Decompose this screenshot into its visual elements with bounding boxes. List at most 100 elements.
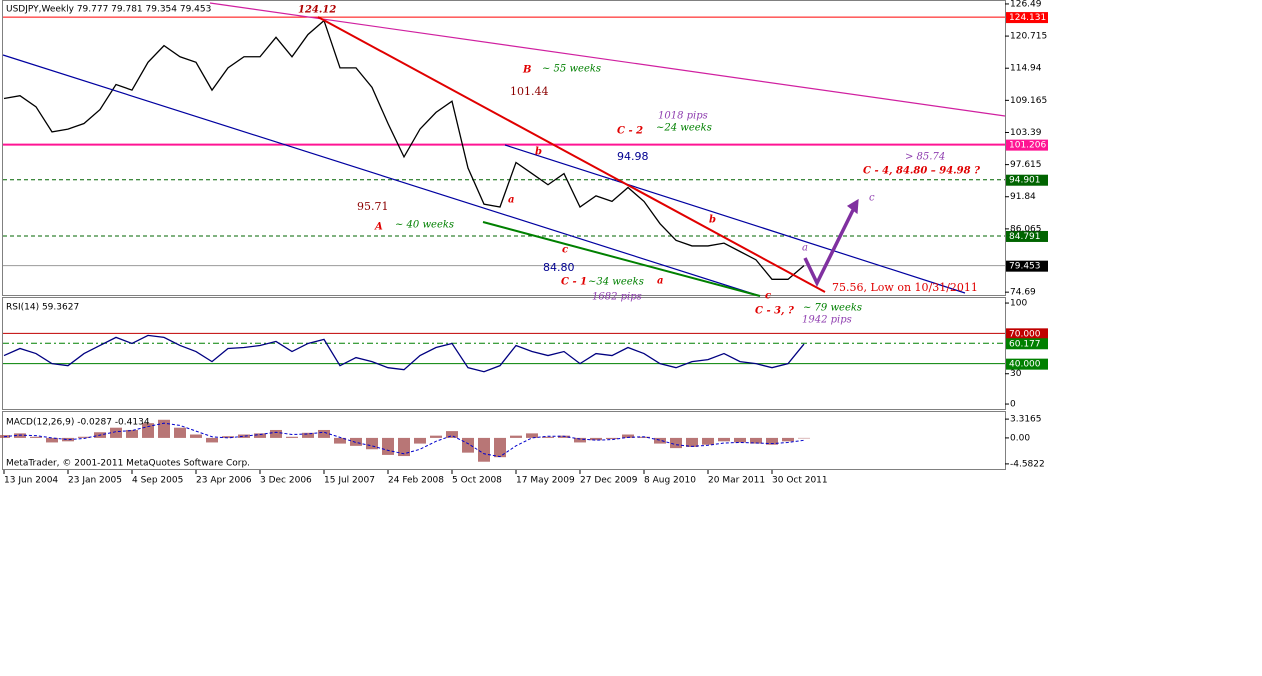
- annotation: 95.71: [357, 200, 389, 213]
- x-tick-label: 20 Mar 2011: [708, 476, 765, 486]
- level-label-box: [1006, 328, 1048, 340]
- annotation: c: [562, 245, 568, 256]
- projection-arrow: [803, 205, 857, 287]
- histogram-bar: [686, 437, 698, 447]
- level-label: 94.901: [1009, 176, 1041, 186]
- annotation: C - 2: [617, 126, 643, 137]
- annotation: b: [535, 147, 542, 158]
- rsi-title: RSI(14) 59.3627: [6, 303, 79, 313]
- histogram-bar: [574, 437, 586, 443]
- annotation: c: [765, 291, 771, 302]
- y-tick-label: 86.065: [1010, 224, 1042, 234]
- y-tick-label: 100: [1010, 299, 1027, 309]
- y-tick-label: 126.49: [1010, 0, 1042, 9]
- histogram-bar: [222, 436, 234, 438]
- histogram-bar: [462, 437, 474, 453]
- macd-frame: [2, 411, 1006, 470]
- histogram-bar: [766, 437, 778, 445]
- histogram-bar: [14, 433, 26, 438]
- histogram-bar: [270, 429, 282, 438]
- annotation: 1018 pips: [658, 111, 708, 122]
- rsi-frame: [2, 297, 1006, 410]
- y-tick-label: 0.00: [1010, 433, 1030, 443]
- annotation: 124.12: [298, 5, 336, 16]
- annotation: a: [657, 276, 663, 287]
- price-line: [3, 19, 805, 280]
- annotation: B: [522, 65, 531, 76]
- level-label: 79.453: [1009, 262, 1041, 272]
- histogram-bar: [30, 436, 42, 438]
- y-tick-label: 97.615: [1010, 160, 1042, 170]
- histogram-bar: [782, 437, 794, 442]
- histogram-bar: [446, 431, 458, 438]
- trend-line: [317, 16, 826, 293]
- annotation: C - 3, ?: [755, 306, 794, 317]
- annotation: a: [508, 195, 514, 206]
- annotation: ~24 weeks: [656, 123, 712, 134]
- annotation: 1682 pips: [592, 292, 642, 303]
- annotation: 1942 pips: [802, 315, 852, 326]
- copyright: MetaTrader, © 2001-2011 MetaQuotes Softw…: [6, 459, 250, 469]
- histogram-bar: [126, 429, 138, 438]
- histogram-bar: [718, 437, 730, 442]
- y-tick-label: 3.3165: [1010, 415, 1042, 425]
- annotation: 75.56, Low on 10/31/2011: [832, 281, 978, 294]
- annotation: a: [802, 243, 808, 254]
- level-label-box: [1006, 230, 1048, 242]
- histogram-bar: [670, 437, 682, 449]
- price-layer: 124.131 101.206 94.901 84.791 79.453 70.00060…: [0, 12, 1048, 462]
- annotation: 94.98: [617, 150, 649, 163]
- level-label: 60.177: [1009, 339, 1041, 349]
- x-tick-label: 17 May 2009: [516, 476, 575, 486]
- histogram-bar: [254, 433, 266, 438]
- annotation: ~ 79 weeks: [803, 303, 862, 314]
- signal-line: [3, 422, 805, 458]
- frames: [2, 0, 1006, 470]
- histogram-bar: [110, 427, 122, 438]
- histogram-bar: [206, 437, 218, 443]
- x-tick-label: 27 Dec 2009: [580, 476, 638, 486]
- annotation: ~34 weeks: [588, 277, 644, 288]
- annotation: 84.80: [543, 261, 575, 274]
- annotation: A: [374, 222, 383, 233]
- histogram-bar: [318, 429, 330, 438]
- arrow-head: [846, 198, 859, 215]
- y-tick-label: -4.5822: [1010, 459, 1045, 469]
- annotation: 101.44: [510, 85, 549, 98]
- level-label: 70.000: [1009, 329, 1041, 339]
- histogram-bar: [638, 436, 650, 438]
- annotations: 124.12 B ~ 55 weeks 101.44 1018 pips ~24…: [298, 5, 980, 326]
- y-tick-label: 74.69: [1010, 288, 1036, 298]
- y-tick-label: 103.39: [1010, 128, 1042, 138]
- x-tick-label: 5 Oct 2008: [452, 476, 502, 486]
- histogram-bar: [494, 437, 506, 458]
- annotation: > 85.74: [905, 152, 945, 163]
- level-label: 101.206: [1009, 141, 1046, 151]
- x-tick-label: 24 Feb 2008: [388, 476, 444, 486]
- histogram-bar: [302, 432, 314, 438]
- histogram-bar: [78, 436, 90, 438]
- level-label-box: [1006, 358, 1048, 370]
- histogram-bar: [622, 434, 634, 438]
- histogram-bar: [334, 437, 346, 444]
- y-tick-label: 109.165: [1010, 96, 1047, 106]
- level-label-box: [1006, 338, 1048, 350]
- trend-line: [482, 221, 761, 297]
- trend-line: [209, 2, 1006, 117]
- level-label: 124.131: [1009, 13, 1046, 23]
- y-tick-label: 114.94: [1010, 64, 1042, 74]
- x-tick-label: 13 Jun 2004: [4, 476, 58, 486]
- annotation: ~ 55 weeks: [542, 64, 601, 75]
- histogram-bar: [734, 437, 746, 443]
- histogram-bar: [366, 437, 378, 450]
- histogram-bar: [158, 419, 170, 438]
- histogram-bar: [798, 437, 810, 439]
- histogram-bar: [382, 437, 394, 455]
- trend-line: [504, 144, 966, 294]
- histogram-bar: [46, 437, 58, 443]
- x-tick-label: 30 Oct 2011: [772, 476, 828, 486]
- x-tick-label: 23 Apr 2006: [196, 476, 252, 486]
- histogram-bar: [590, 437, 602, 441]
- x-tick-label: 8 Aug 2010: [644, 476, 696, 486]
